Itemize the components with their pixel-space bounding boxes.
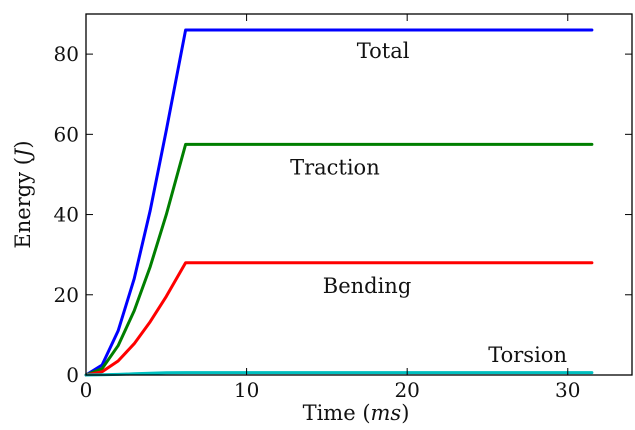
curve-label-torsion: Torsion (488, 343, 567, 367)
axis-label-layer: Time (ms) Energy (J) (11, 140, 409, 425)
curve-label-bending: Bending (323, 274, 412, 298)
series-layer (84, 28, 594, 377)
x-tick-label: 10 (234, 378, 259, 402)
series-line-traction (84, 142, 594, 377)
y-tick-label: 80 (54, 42, 79, 66)
series-line-total (84, 28, 594, 377)
curve-label-total: Total (357, 39, 410, 63)
curve-label-traction: Traction (290, 155, 380, 179)
x-tick-label: 20 (394, 378, 419, 402)
y-tick-label: 60 (54, 122, 79, 146)
x-tick-label: 30 (555, 378, 580, 402)
series-line-bending (84, 261, 594, 377)
y-tick-label: 40 (54, 203, 79, 227)
y-tick-label: 0 (66, 363, 79, 387)
x-axis-label: Time (ms) (303, 401, 410, 425)
annotation-layer: Total Traction Bending Torsion (290, 39, 567, 367)
y-tick-label: 20 (54, 283, 79, 307)
tick-layer: 0 10 20 30 0 20 40 60 80 (54, 14, 632, 402)
x-tick-label: 0 (80, 378, 93, 402)
plot-frame (85, 13, 633, 376)
y-axis-label: Energy (J) (11, 140, 35, 248)
